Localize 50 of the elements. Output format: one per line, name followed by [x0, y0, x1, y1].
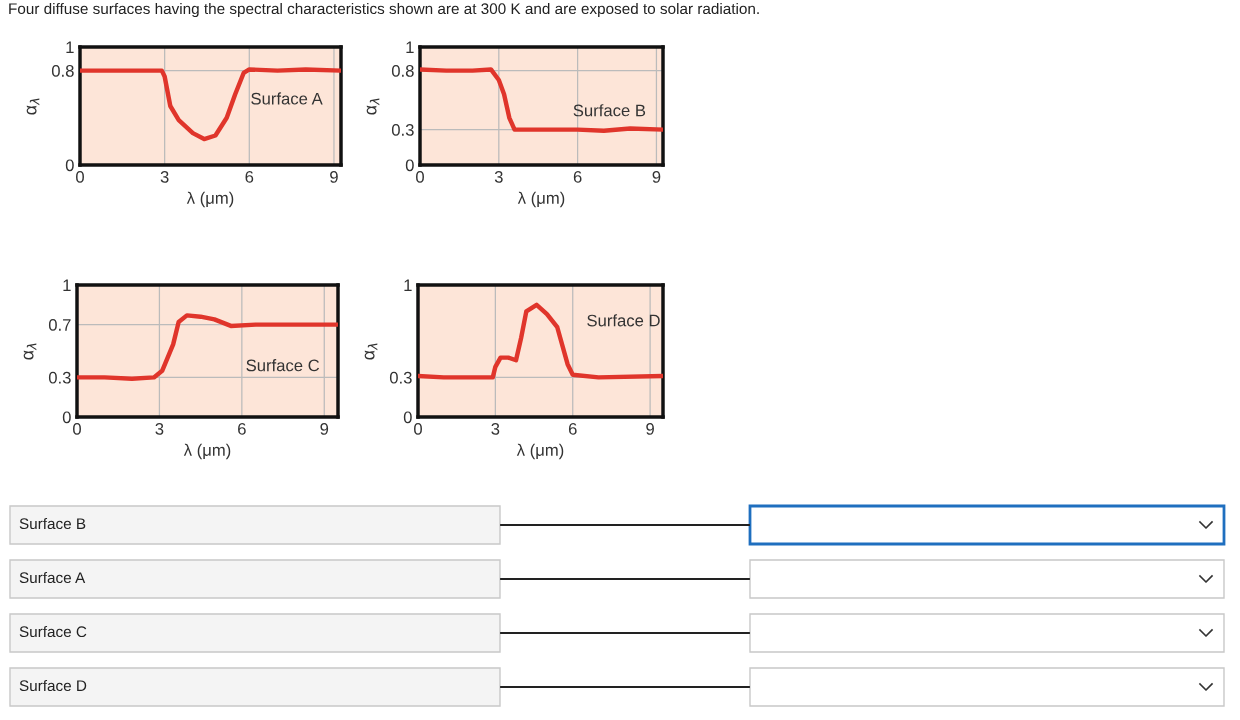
- line-series: [420, 67, 663, 133]
- x-tick-label: 0: [76, 171, 84, 183]
- x-axis-title: λ (μm): [186, 191, 234, 208]
- y-tick-label: 1: [406, 41, 414, 54]
- annotation: Surface D: [587, 314, 660, 327]
- x-tick-label: 9: [320, 423, 329, 435]
- y-axis-title: α$_{λ}$: [26, 98, 40, 115]
- x-tick-label: 3: [155, 423, 164, 435]
- y-tick-label: 0.7: [48, 319, 71, 331]
- x-tick-label: 0: [414, 423, 422, 435]
- y-axis-title: α$_{λ}$: [23, 343, 37, 360]
- annotation: Surface A: [251, 92, 323, 105]
- y-tick-label: 0: [403, 411, 412, 424]
- x-axis-title: λ (μm): [183, 443, 231, 460]
- y-axis-title: α$_{λ}$: [366, 98, 380, 115]
- x-tick-label: 9: [646, 423, 654, 435]
- y-tick-label: 0: [65, 159, 74, 172]
- y-tick-label: 0: [405, 159, 414, 172]
- y-tick-label: 0.3: [389, 371, 412, 384]
- y-tick-label: 0: [62, 411, 71, 424]
- y-tick-label: 0.3: [391, 124, 414, 136]
- x-tick-label: 6: [573, 171, 582, 183]
- y-tick-label: 1: [63, 279, 71, 292]
- text: Surface C: [19, 625, 87, 638]
- x-tick-label: 0: [416, 171, 424, 183]
- x-tick-label: 9: [652, 171, 661, 183]
- x-tick-label: 6: [245, 171, 254, 183]
- annotation: Surface B: [573, 104, 646, 117]
- text: Four diffuse surfaces having the spectral characteristics shown are at 300 K and are exposed to solar radiation.: [9, 2, 759, 18]
- x-tick-label: 6: [238, 423, 246, 435]
- y-tick-label: 1: [404, 279, 412, 292]
- annotation: Surface C: [246, 359, 320, 372]
- text: Surface B: [19, 517, 86, 530]
- x-tick-label: 3: [491, 423, 500, 435]
- line-series: [80, 67, 341, 142]
- y-tick-label: 0.8: [51, 65, 74, 77]
- line-series: [418, 302, 663, 380]
- x-tick-label: 3: [494, 171, 503, 183]
- y-tick-label: 0.8: [391, 65, 414, 77]
- y-tick-label: 1: [66, 41, 74, 54]
- text: Surface D: [19, 679, 87, 692]
- x-tick-label: 6: [568, 423, 577, 435]
- x-tick-label: 3: [160, 171, 169, 183]
- text: Surface A: [19, 571, 86, 584]
- y-axis-title: α$_{λ}$: [364, 343, 378, 360]
- x-tick-label: 9: [330, 171, 338, 183]
- x-axis-title: λ (μm): [516, 443, 564, 460]
- y-tick-label: 0.3: [48, 371, 71, 384]
- x-axis-title: λ (μm): [517, 191, 565, 208]
- line-series: [77, 313, 338, 381]
